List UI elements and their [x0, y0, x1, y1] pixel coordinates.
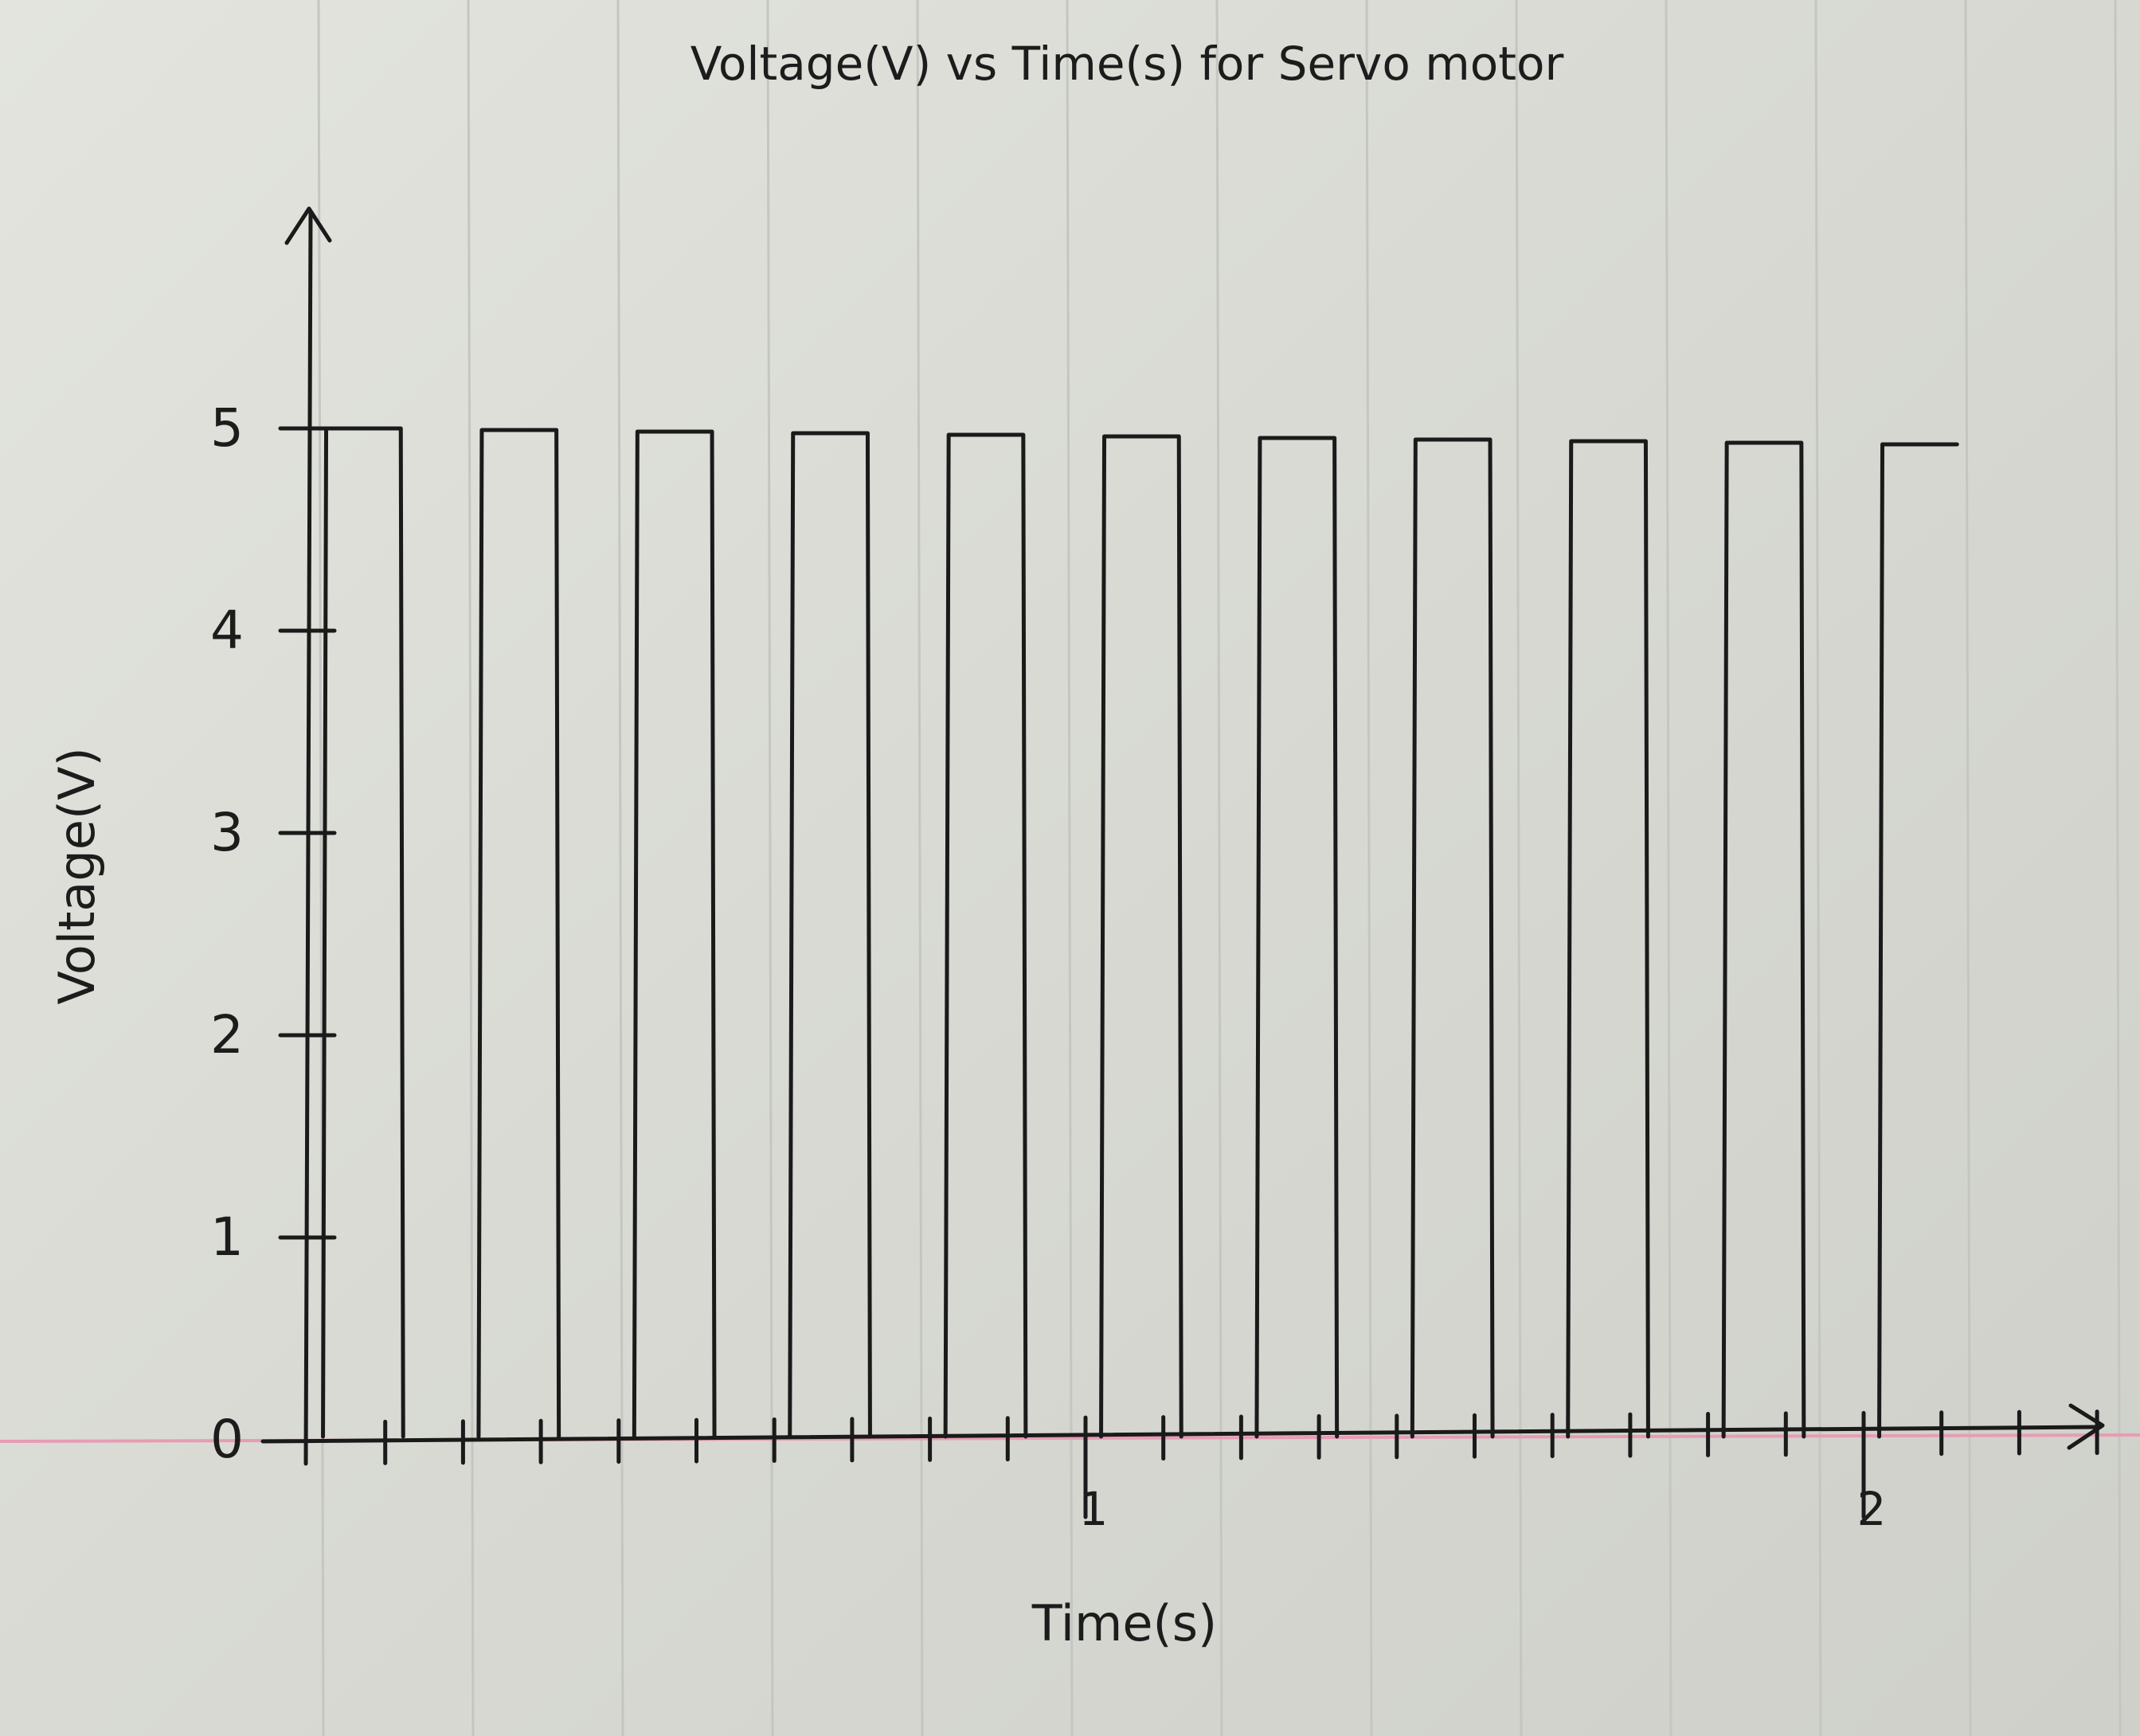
- ruled-line: [1365, 0, 1373, 1736]
- y-axis-arrow-icon: [284, 206, 332, 245]
- y-tick-label: 3: [210, 802, 244, 863]
- y-tick-label: 4: [210, 600, 244, 661]
- y-tick-label: 0: [210, 1409, 244, 1470]
- axes: [260, 206, 2105, 1466]
- ruled-line: [616, 0, 624, 1736]
- ruled-line: [1814, 0, 1822, 1736]
- ruled-line: [467, 0, 475, 1736]
- ruled-line: [1964, 0, 1972, 1736]
- x-tick-label: 1: [1079, 1482, 1109, 1536]
- x-tick-label: 2: [1857, 1482, 1887, 1536]
- x-axis-label: Time(s): [1031, 1594, 1217, 1652]
- pulse: [632, 429, 717, 1439]
- ruled-lines: [317, 0, 2122, 1736]
- pulse: [1410, 437, 1495, 1439]
- ruled-line: [1665, 0, 1672, 1736]
- y-axis-label: Voltage(V): [48, 747, 106, 1004]
- pulse: [1099, 434, 1183, 1439]
- y-tick-label: 1: [210, 1206, 244, 1268]
- ruled-line: [1066, 0, 1074, 1736]
- x-axis: [260, 1425, 2097, 1444]
- pulse: [321, 426, 405, 1439]
- ruled-line: [766, 0, 774, 1736]
- pulse: [476, 428, 561, 1439]
- chart-title: Voltage(V) vs Time(s) for Servo motor: [691, 37, 1564, 91]
- pulse: [1721, 440, 1806, 1439]
- pulse: [943, 432, 1028, 1439]
- pulse: [1566, 439, 1650, 1439]
- ruled-line: [317, 0, 325, 1736]
- x-axis-arrow-icon: [2067, 1403, 2105, 1450]
- y-axis: [303, 211, 313, 1466]
- pulse: [1877, 442, 1959, 1439]
- pulse-train: [321, 426, 1959, 1439]
- y-tick-label: 2: [210, 1004, 244, 1065]
- pulse: [788, 431, 872, 1439]
- pulse: [1254, 436, 1340, 1439]
- y-ticks: 0 1 2 3 4 5: [210, 397, 337, 1470]
- ruled-line: [916, 0, 924, 1736]
- y-tick-label: 5: [210, 397, 244, 459]
- ruled-line: [1515, 0, 1523, 1736]
- ruled-line: [1215, 0, 1223, 1736]
- ruled-line: [2114, 0, 2122, 1736]
